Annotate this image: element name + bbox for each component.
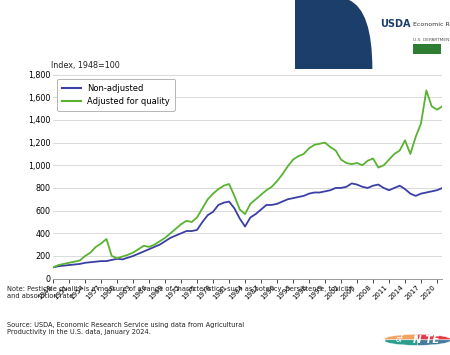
Text: Index, 1948=100: Index, 1948=100: [51, 61, 120, 70]
Text: Source: USDA, Economic Research Service using data from Agricultural
Productivit: Source: USDA, Economic Research Service …: [7, 322, 244, 335]
Text: Economic Research Service: Economic Research Service: [413, 22, 450, 27]
Wedge shape: [417, 334, 450, 340]
Text: USDA: USDA: [380, 19, 411, 29]
Wedge shape: [383, 340, 417, 345]
Text: quantities, 1948–2021: quantities, 1948–2021: [12, 47, 148, 57]
Text: N TE: N TE: [414, 335, 440, 345]
Text: U.S. DEPARTMENT OF AGRICULTURE: U.S. DEPARTMENT OF AGRICULTURE: [413, 38, 450, 42]
Legend: Non-adjusted, Adjusted for quality: Non-adjusted, Adjusted for quality: [57, 79, 175, 111]
Text: CHARTS: CHARTS: [340, 335, 387, 345]
Wedge shape: [417, 340, 450, 345]
Text: Note: Pesticide quality is a measure of a range of characteristics, such as pote: Note: Pesticide quality is a measure of …: [7, 286, 355, 299]
PathPatch shape: [295, 0, 373, 69]
FancyBboxPatch shape: [413, 44, 441, 54]
Wedge shape: [383, 334, 417, 340]
Text: of: of: [396, 335, 403, 344]
Text: Quality-adjusted and non-adjusted pesticide: Quality-adjusted and non-adjusted pestic…: [12, 21, 284, 31]
